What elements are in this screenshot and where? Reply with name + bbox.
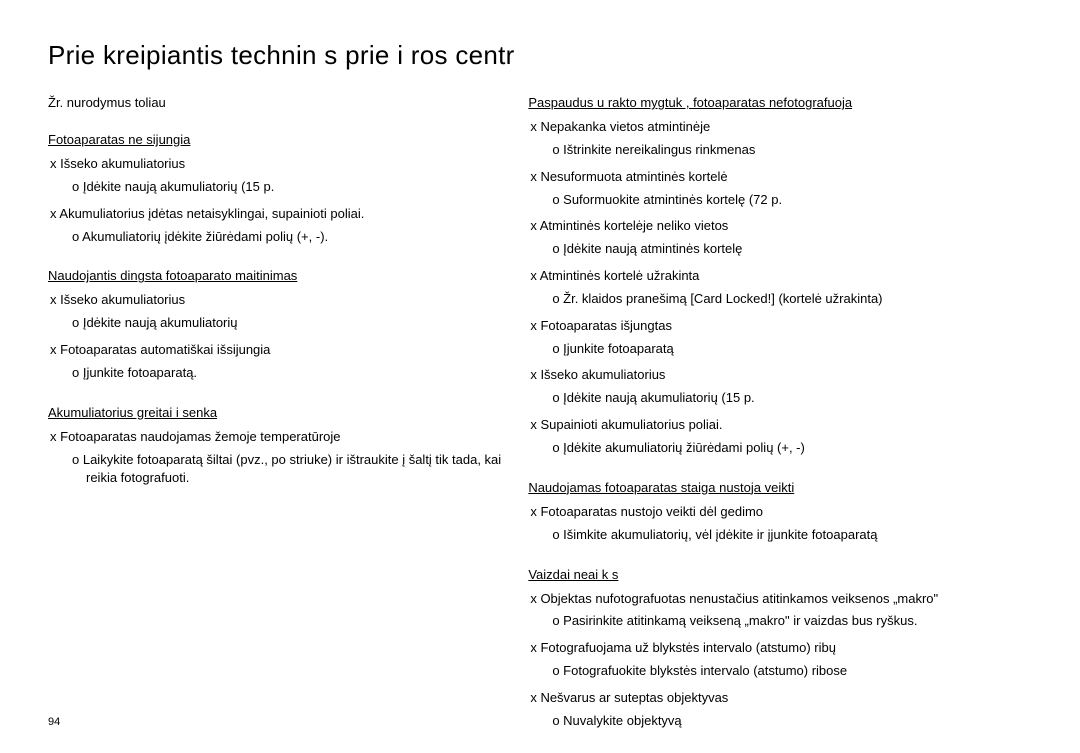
bullet-x: Supainioti akumuliatorius poliai.	[542, 416, 1040, 435]
intro-text: Žr. nurodymus toliau	[48, 95, 520, 110]
right-column: Paspaudus u rakto mygtuk , fotoaparatas …	[528, 95, 1040, 753]
bullet-x: Nesuformuota atmintinės kortelė	[542, 168, 1040, 187]
section-heading: Akumuliatorius greitai i senka	[48, 405, 520, 420]
page-title: Prie kreipiantis technin s prie i ros ce…	[48, 40, 1032, 71]
bullet-o: Ištrinkite nereikalingus rinkmenas	[566, 141, 1040, 160]
page-number: 94	[48, 716, 60, 728]
bullet-o: Akumuliatorių įdėkite žiūrėdami polių (+…	[86, 228, 520, 247]
bullet-o: Išimkite akumuliatorių, vėl įdėkite ir į…	[566, 526, 1040, 545]
bullet-x: Fotoaparatas automatiškai išsijungia	[62, 341, 520, 360]
section-heading: Naudojantis dingsta fotoaparato maitinim…	[48, 268, 520, 283]
bullet-o: Įdėkite naują akumuliatorių (15 p.	[86, 178, 520, 197]
bullet-x: Fotoaparatas išjungtas	[542, 317, 1040, 336]
bullet-o: Įjunkite fotoaparatą.	[86, 364, 520, 383]
bullet-o: Nuvalykite objektyvą	[566, 712, 1040, 731]
section-camera-stops: Naudojamas fotoaparatas staiga nustoja v…	[528, 480, 1040, 545]
bullet-x: Fotoaparatas naudojamas žemoje temperatū…	[62, 428, 520, 447]
bullet-x: Išseko akumuliatorius	[62, 291, 520, 310]
bullet-o: Įdėkite naują akumuliatorių (15 p.	[566, 389, 1040, 408]
bullet-x: Fotoaparatas nustojo veikti dėl gedimo	[542, 503, 1040, 522]
section-power-lost: Naudojantis dingsta fotoaparato maitinim…	[48, 268, 520, 382]
section-heading: Fotoaparatas ne sijungia	[48, 132, 520, 147]
content-columns: Žr. nurodymus toliau Fotoaparatas ne sij…	[48, 95, 1032, 753]
section-shutter-not-working: Paspaudus u rakto mygtuk , fotoaparatas …	[528, 95, 1040, 458]
bullet-x: Atmintinės kortelėje neliko vietos	[542, 217, 1040, 236]
bullet-o: Įdėkite naują akumuliatorių	[86, 314, 520, 333]
bullet-o: Įdėkite akumuliatorių žiūrėdami polių (+…	[566, 439, 1040, 458]
bullet-x: Atmintinės kortelė užrakinta	[542, 267, 1040, 286]
bullet-x: Akumuliatorius įdėtas netaisyklingai, su…	[62, 205, 520, 224]
section-heading: Paspaudus u rakto mygtuk , fotoaparatas …	[528, 95, 1040, 110]
bullet-x: Objektas nufotografuotas nenustačius ati…	[542, 590, 1040, 609]
section-camera-wont-turn-on: Fotoaparatas ne sijungia Išseko akumulia…	[48, 132, 520, 246]
bullet-o: Laikykite fotoaparatą šiltai (pvz., po s…	[86, 451, 520, 489]
bullet-o: Žr. klaidos pranešimą [Card Locked!] (ko…	[566, 290, 1040, 309]
section-heading: Naudojamas fotoaparatas staiga nustoja v…	[528, 480, 1040, 495]
bullet-o: Suformuokite atmintinės kortelę (72 p.	[566, 191, 1040, 210]
section-heading: Vaizdai neai k s	[528, 567, 1040, 582]
bullet-o: Įjunkite fotoaparatą	[566, 340, 1040, 359]
section-images-unclear: Vaizdai neai k s Objektas nufotografuota…	[528, 567, 1040, 731]
bullet-o: Įdėkite naują atmintinės kortelę	[566, 240, 1040, 259]
bullet-x: Nepakanka vietos atmintinėje	[542, 118, 1040, 137]
bullet-x: Išseko akumuliatorius	[542, 366, 1040, 385]
bullet-x: Nešvarus ar suteptas objektyvas	[542, 689, 1040, 708]
left-column: Žr. nurodymus toliau Fotoaparatas ne sij…	[48, 95, 520, 753]
bullet-o: Fotografuokite blykstės intervalo (atstu…	[566, 662, 1040, 681]
bullet-o: Pasirinkite atitinkamą veikseną „makro" …	[566, 612, 1040, 631]
section-battery-drain: Akumuliatorius greitai i senka Fotoapara…	[48, 405, 520, 489]
bullet-x: Fotografuojama už blykstės intervalo (at…	[542, 639, 1040, 658]
bullet-x: Išseko akumuliatorius	[62, 155, 520, 174]
